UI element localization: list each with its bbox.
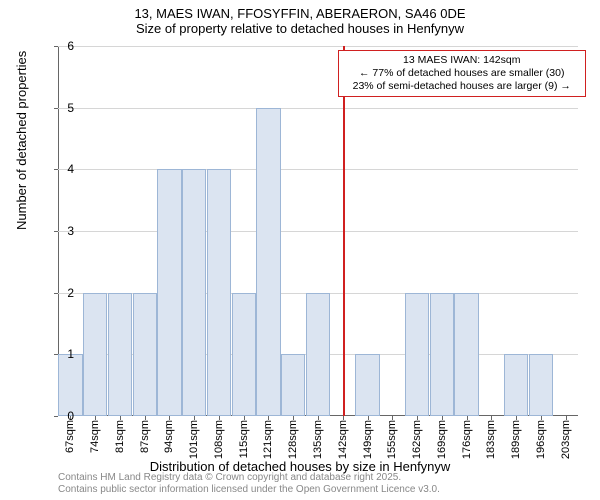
ytick-label: 1 [54,347,74,361]
plot-area: 13 MAES IWAN: 142sqm← 77% of detached ho… [58,46,578,416]
xtick-label: 142sqm [337,420,349,459]
histogram-bar [256,108,280,416]
histogram-bar [306,293,330,416]
xtick-label: 94sqm [163,420,175,453]
xtick-label: 155sqm [386,420,398,459]
xtick-label: 87sqm [139,420,151,453]
annot-line-3: 23% of semi-detached houses are larger (… [344,80,580,93]
histogram-bar [355,354,379,416]
xtick-label: 74sqm [89,420,101,453]
xtick-label: 149sqm [362,420,374,459]
xtick-label: 115sqm [238,420,250,458]
histogram-bar [430,293,454,416]
xtick-label: 128sqm [287,420,299,459]
histogram-bar [182,169,206,416]
histogram-bar [454,293,478,416]
ytick-label: 0 [54,409,74,423]
xtick-label: 121sqm [262,420,274,459]
footer-line-2: Contains public sector information licen… [58,484,440,496]
xtick-label: 67sqm [64,420,76,453]
title-line-2: Size of property relative to detached ho… [0,21,600,36]
ytick-label: 5 [54,101,74,115]
grid-line [58,169,578,170]
histogram-bar [157,169,181,416]
annot-line-1: 13 MAES IWAN: 142sqm [344,54,580,67]
histogram-bar [232,293,256,416]
title-line-1: 13, MAES IWAN, FFOSYFFIN, ABERAERON, SA4… [0,6,600,21]
ytick-label: 3 [54,224,74,238]
xtick-label: 81sqm [114,420,126,453]
histogram-bar [504,354,528,416]
chart-container: 13, MAES IWAN, FFOSYFFIN, ABERAERON, SA4… [0,0,600,500]
xtick-label: 203sqm [560,420,572,459]
xtick-label: 135sqm [312,420,324,459]
ytick-label: 2 [54,286,74,300]
xtick-label: 176sqm [461,420,473,459]
ytick-label: 6 [54,39,74,53]
histogram-bar [58,354,82,416]
xtick-label: 101sqm [188,420,200,459]
footer-line-1: Contains HM Land Registry data © Crown c… [58,472,440,484]
histogram-bar [207,169,231,416]
plot: 13 MAES IWAN: 142sqm← 77% of detached ho… [58,46,578,416]
xtick-label: 189sqm [510,420,522,459]
histogram-bar [529,354,553,416]
grid-line [58,231,578,232]
attribution-footer: Contains HM Land Registry data © Crown c… [58,472,440,496]
histogram-bar [405,293,429,416]
histogram-bar [108,293,132,416]
annot-line-2: ← 77% of detached houses are smaller (30… [344,67,580,80]
histogram-bar [83,293,107,416]
grid-line [58,46,578,47]
xtick-label: 108sqm [213,420,225,459]
reference-marker-line [343,46,345,416]
y-axis-label: Number of detached properties [14,51,29,230]
xtick-label: 169sqm [436,420,448,459]
xtick-label: 196sqm [535,420,547,459]
histogram-bar [133,293,157,416]
annotation-box: 13 MAES IWAN: 142sqm← 77% of detached ho… [338,50,586,97]
histogram-bar [281,354,305,416]
ytick-label: 4 [54,162,74,176]
grid-line [58,108,578,109]
chart-title: 13, MAES IWAN, FFOSYFFIN, ABERAERON, SA4… [0,0,600,36]
xtick-label: 183sqm [485,420,497,459]
xtick-label: 162sqm [411,420,423,459]
